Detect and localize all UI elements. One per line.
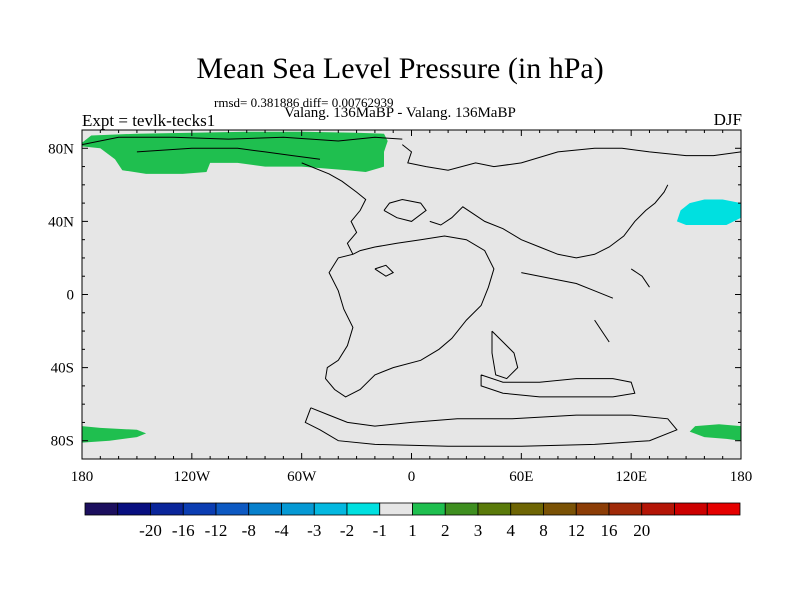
coastline-12 (630, 268, 650, 288)
chart-title: Mean Sea Level Pressure (in hPa) (196, 52, 604, 85)
colorbar-swatch (313, 502, 348, 516)
x-tick-label: 180 (71, 469, 94, 485)
experiment-label: Expt = tevlk-tecks1 (82, 111, 216, 130)
colorbar-label: -12 (205, 521, 228, 540)
x-tick-label: 60E (509, 469, 533, 485)
colorbar-label: 1 (408, 521, 417, 540)
colorbar-label: 12 (568, 521, 585, 540)
colorbar-swatch (477, 502, 512, 516)
coastline-13 (594, 319, 610, 343)
coastline-2 (401, 144, 741, 171)
colorbar-swatch (248, 502, 282, 516)
y-tick-label: 80S (51, 434, 74, 450)
x-tick-label: 0 (408, 469, 416, 485)
field-background (82, 130, 741, 459)
coastline-8 (480, 374, 636, 398)
y-tick-label: 40N (48, 214, 74, 230)
season-label: DJF (713, 110, 742, 129)
coastline-7 (491, 330, 519, 380)
x-tick-label: 120W (173, 469, 211, 485)
colorbar-swatch (444, 502, 479, 516)
colorbar-swatch (706, 502, 741, 516)
coastline-5 (383, 198, 427, 222)
colorbar-swatch (281, 502, 315, 516)
colorbar-swatch (215, 502, 250, 516)
coastline-9 (304, 407, 678, 447)
chart-subtitle: Valang. 136MaBP - Valang. 136MaBP (284, 105, 516, 121)
colorbar-label: 8 (539, 521, 548, 540)
colorbar-swatch (641, 502, 675, 516)
colorbar-label: 2 (441, 521, 450, 540)
coastline-4 (324, 235, 495, 398)
colorbar-swatch (379, 502, 413, 516)
coastline-1 (136, 147, 321, 160)
x-tick-label: 60W (287, 469, 317, 485)
antarctic-positive-anomaly-west (82, 426, 147, 443)
pacific-negative-anomaly (676, 199, 741, 225)
y-tick-label: 0 (67, 288, 75, 304)
x-tick-label: 180 (730, 469, 753, 485)
colorbar-swatch (543, 502, 577, 516)
colorbar-label: -20 (139, 521, 162, 540)
arctic-positive-anomaly (82, 131, 388, 174)
colorbar-label: -8 (242, 521, 256, 540)
colorbar-label: 3 (474, 521, 483, 540)
coastline-0 (82, 136, 403, 146)
colorbar-swatch (674, 502, 708, 516)
colorbar-label: 4 (507, 521, 516, 540)
colorbar-swatch (117, 502, 151, 516)
colorbar-label: -2 (340, 521, 354, 540)
y-tick-label: 80N (48, 141, 74, 157)
x-tick-label: 120E (615, 469, 647, 485)
stats-text: rmsd= 0.381886 diff= 0.00762939 (214, 95, 394, 110)
colorbar-swatch (510, 502, 544, 516)
colorbar-label: -1 (373, 521, 387, 540)
colorbar-swatch (346, 502, 381, 516)
colorbar-swatch (412, 502, 446, 516)
colorbar-label: -4 (274, 521, 289, 540)
y-tick-label: 40S (51, 361, 74, 377)
coastline-3 (301, 162, 367, 255)
coastline-6 (429, 184, 669, 259)
colorbar-label: -16 (172, 521, 195, 540)
plot-area (82, 131, 741, 447)
coastline-11 (521, 272, 614, 299)
colorbar-label: -3 (307, 521, 321, 540)
colorbar-label: 16 (601, 521, 618, 540)
colorbar-swatch (150, 502, 184, 516)
colorbar-swatch (84, 502, 119, 516)
colorbar-swatch (182, 502, 217, 516)
colorbar-swatch (575, 502, 610, 516)
coastline-10 (374, 264, 395, 277)
antarctic-positive-anomaly-east (689, 424, 741, 441)
colorbar-label: 20 (633, 521, 650, 540)
colorbar-swatch (608, 502, 643, 516)
